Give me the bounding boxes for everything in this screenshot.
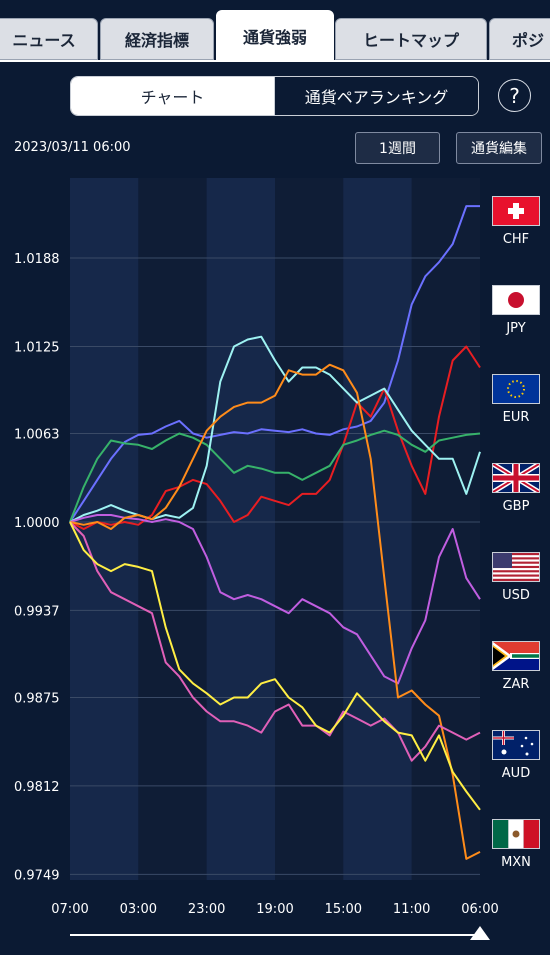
time-band: [206, 178, 275, 880]
mxn-flag-icon: [492, 819, 540, 849]
series-line-mxn: [69, 521, 481, 811]
chf-flag-icon: [492, 196, 540, 226]
y-tick-label: 0.9749: [14, 868, 60, 883]
series-line-usd: [69, 514, 481, 685]
time-band: [70, 178, 139, 880]
usd-flag-icon: [492, 552, 540, 582]
view-toggle: チャート 通貨ペアランキング: [70, 76, 479, 116]
chart-background: [70, 178, 480, 880]
chart-grid: [70, 257, 480, 875]
legend-item-eur[interactable]: EUR: [488, 374, 544, 425]
edit-currencies-button[interactable]: 通貨編集: [456, 132, 542, 164]
strength-chart[interactable]: 1.0188 1.0125 1.0063 1.0000 0.9937 0.9875 0.98…: [0, 170, 550, 920]
range-slider-track[interactable]: [70, 934, 480, 936]
tab-economic-indicators[interactable]: 経済指標: [100, 18, 214, 60]
y-tick-label: 0.9812: [14, 780, 60, 795]
chart-view-button[interactable]: チャート: [71, 77, 274, 115]
series-line-jpy: [69, 345, 481, 530]
pair-ranking-button[interactable]: 通貨ペアランキング: [274, 77, 478, 115]
legend-item-mxn[interactable]: MXN: [488, 819, 544, 870]
x-tick-label: 11:00: [393, 902, 430, 917]
x-tick-label: 23:00: [188, 902, 225, 917]
legend-item-gbp[interactable]: GBP: [488, 463, 544, 514]
legend-code: MXN: [501, 855, 531, 870]
legend-code: EUR: [502, 410, 530, 425]
aud-flag-icon: [492, 730, 540, 760]
tab-currency-strength[interactable]: 通貨強弱: [216, 10, 334, 62]
period-button[interactable]: 1週間: [355, 132, 440, 164]
y-tick-label: 1.0188: [14, 252, 60, 267]
legend-code: GBP: [502, 499, 530, 514]
range-slider-thumb[interactable]: [470, 926, 490, 940]
y-tick-label: 1.0000: [14, 516, 60, 531]
legend-code: JPY: [506, 321, 526, 336]
help-icon[interactable]: ?: [498, 79, 531, 112]
zar-flag-icon: [492, 641, 540, 671]
x-tick-label: 15:00: [325, 902, 362, 917]
y-tick-label: 1.0125: [14, 340, 60, 355]
legend-item-aud[interactable]: AUD: [488, 730, 544, 781]
tab-news[interactable]: ニュース: [0, 18, 98, 60]
x-tick-label: 03:00: [120, 902, 157, 917]
eur-flag-icon: [492, 374, 540, 404]
time-band: [275, 178, 344, 880]
series-line-aud: [69, 521, 481, 762]
y-axis-labels: 1.0188 1.0125 1.0063 1.0000 0.9937 0.9875 0.98…: [14, 252, 60, 883]
y-tick-label: 1.0063: [14, 428, 60, 443]
timestamp: 2023/03/11 06:00: [14, 140, 131, 155]
x-axis-labels: 07:00 03:00 23:00 19:00 15:00 11:00 06:00: [51, 902, 498, 917]
x-tick-label: 19:00: [256, 902, 293, 917]
y-tick-label: 0.9937: [14, 604, 60, 619]
legend-item-jpy[interactable]: JPY: [488, 285, 544, 336]
series-lines: [69, 205, 481, 860]
time-band: [343, 178, 412, 880]
gbp-flag-icon: [492, 463, 540, 493]
jpy-flag-icon: [492, 285, 540, 315]
x-tick-label: 07:00: [51, 902, 88, 917]
x-tick-label: 06:00: [461, 902, 498, 917]
legend-code: CHF: [502, 232, 530, 247]
time-band: [411, 178, 480, 880]
tab-bar: ニュース 経済指標 通貨強弱 ヒートマップ ポジ: [0, 0, 550, 62]
legend-item-chf[interactable]: CHF: [488, 196, 544, 247]
legend-item-zar[interactable]: ZAR: [488, 641, 544, 692]
tab-heatmap[interactable]: ヒートマップ: [335, 18, 487, 60]
legend-code: AUD: [501, 766, 531, 781]
series-line-eur: [69, 429, 481, 523]
legend-code: ZAR: [502, 677, 530, 692]
series-line-zar: [69, 363, 481, 860]
legend-item-usd[interactable]: USD: [488, 552, 544, 603]
time-band: [138, 178, 207, 880]
series-line-chf: [69, 205, 480, 523]
y-tick-label: 0.9875: [14, 691, 60, 706]
legend-code: USD: [502, 588, 530, 603]
tab-position[interactable]: ポジ: [489, 18, 550, 60]
